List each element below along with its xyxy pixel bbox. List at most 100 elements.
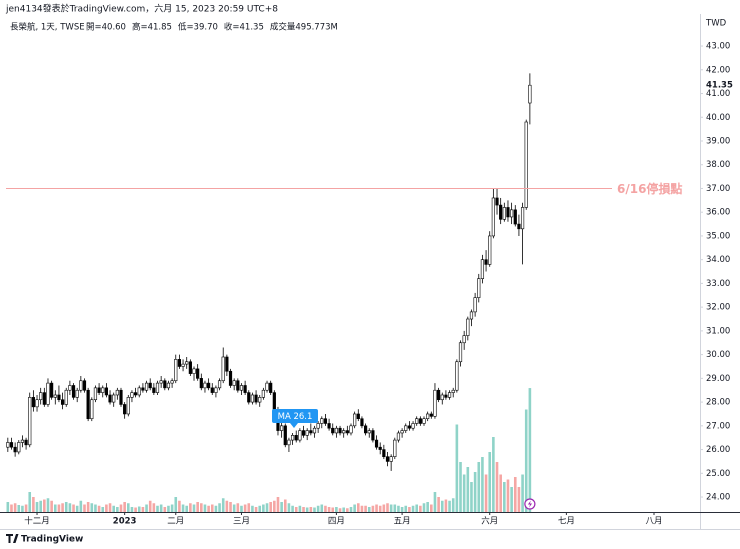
volume-bar bbox=[181, 504, 185, 512]
volume-bar bbox=[503, 482, 506, 512]
candle-body bbox=[261, 389, 265, 398]
candle-body bbox=[451, 389, 455, 393]
candle-body bbox=[119, 389, 123, 405]
volume-bar bbox=[459, 462, 462, 512]
volume-bar bbox=[218, 503, 221, 512]
volume-bar bbox=[251, 505, 254, 512]
candle-body bbox=[152, 387, 156, 393]
candle-body bbox=[513, 209, 517, 225]
candle-body bbox=[400, 430, 404, 434]
y-tick-label: 35.00 bbox=[706, 231, 730, 241]
volume-bar bbox=[404, 505, 408, 512]
volume-bar bbox=[481, 457, 484, 512]
volume-bar bbox=[28, 492, 32, 512]
volume-bar bbox=[287, 503, 291, 512]
candle-body bbox=[254, 394, 258, 403]
candle-body bbox=[488, 235, 492, 265]
candle-body bbox=[484, 259, 488, 265]
volume-bar bbox=[35, 502, 39, 512]
candle-body bbox=[228, 370, 233, 386]
volume-bar bbox=[210, 504, 214, 512]
volume-bar bbox=[13, 503, 17, 512]
y-tick-label: 43.00 bbox=[706, 42, 730, 52]
legend-value: 開=40.60 bbox=[86, 23, 126, 33]
candle-body bbox=[64, 389, 68, 405]
candle-body bbox=[404, 425, 408, 431]
y-tick-label: 27.00 bbox=[706, 421, 730, 431]
candle-body bbox=[466, 318, 470, 336]
volume-bar bbox=[196, 502, 199, 512]
candle-body bbox=[115, 389, 119, 396]
volume-bar bbox=[108, 503, 112, 512]
volume-bar bbox=[207, 505, 210, 512]
volume-bar bbox=[240, 505, 243, 512]
candle-body bbox=[196, 368, 200, 379]
volume-bar bbox=[499, 474, 502, 512]
candle-body bbox=[360, 418, 364, 427]
volume-bar bbox=[163, 507, 167, 512]
x-tick-label: 2023 bbox=[113, 517, 137, 527]
candle-body bbox=[407, 425, 412, 429]
volume-bar bbox=[145, 504, 148, 512]
volume-bar bbox=[342, 507, 345, 512]
volume-bar bbox=[313, 507, 316, 512]
candle-body bbox=[342, 430, 346, 434]
y-tick-label: 28.00 bbox=[706, 398, 730, 408]
candle-body bbox=[60, 399, 65, 405]
candle-body bbox=[506, 207, 510, 218]
volume-bar bbox=[262, 504, 265, 512]
candle-body bbox=[385, 456, 390, 462]
legend-value: 高=41.85 bbox=[132, 22, 172, 33]
candle-body bbox=[393, 439, 397, 457]
candle-body bbox=[499, 204, 503, 220]
volume-bar bbox=[50, 500, 53, 512]
volume-bar bbox=[440, 500, 444, 512]
volume-bar bbox=[101, 507, 105, 512]
candle-body bbox=[502, 207, 506, 220]
volume-bar bbox=[378, 505, 382, 512]
candle-body bbox=[221, 356, 225, 382]
candle-body bbox=[320, 418, 324, 424]
volume-bar bbox=[316, 505, 320, 512]
candle-body bbox=[374, 439, 379, 448]
volume-bar bbox=[364, 505, 367, 512]
volume-bar bbox=[302, 507, 305, 512]
volume-bar bbox=[189, 503, 192, 512]
volume-bar bbox=[367, 507, 371, 512]
candle-body bbox=[134, 392, 138, 396]
volume-bar bbox=[393, 504, 397, 512]
volume-bar bbox=[192, 504, 196, 512]
volume-bar bbox=[130, 507, 134, 512]
volume-bar bbox=[185, 505, 189, 512]
candle-body bbox=[108, 394, 112, 403]
volume-bar bbox=[24, 504, 28, 512]
volume-bar bbox=[444, 499, 448, 512]
symbol: 長榮航, 1天, TWSE bbox=[10, 22, 85, 33]
legend-value: 收=41.35 bbox=[224, 22, 264, 33]
volume-bar bbox=[510, 487, 513, 512]
candle-body bbox=[520, 207, 525, 230]
candle-body bbox=[338, 427, 342, 434]
x-tick-label: 十二月 bbox=[24, 516, 50, 527]
candle-body bbox=[214, 387, 218, 393]
volume-bar bbox=[148, 500, 152, 512]
candle-body bbox=[418, 418, 422, 424]
candle-body bbox=[236, 380, 240, 391]
candle-body bbox=[93, 387, 98, 401]
candle-body bbox=[495, 197, 499, 206]
volume-bar bbox=[79, 500, 83, 512]
volume-bar bbox=[430, 504, 433, 512]
candle-body bbox=[334, 427, 338, 434]
volume-bar bbox=[32, 497, 35, 512]
candle-body bbox=[35, 399, 39, 408]
volume-bar bbox=[324, 505, 327, 512]
volume-bar bbox=[200, 503, 203, 512]
candle-body bbox=[243, 385, 247, 393]
volume-bar bbox=[64, 502, 68, 512]
volume-bar bbox=[21, 505, 24, 512]
volume-bar bbox=[46, 498, 50, 512]
y-tick-label: 29.00 bbox=[706, 374, 730, 384]
candle-body bbox=[462, 335, 466, 344]
